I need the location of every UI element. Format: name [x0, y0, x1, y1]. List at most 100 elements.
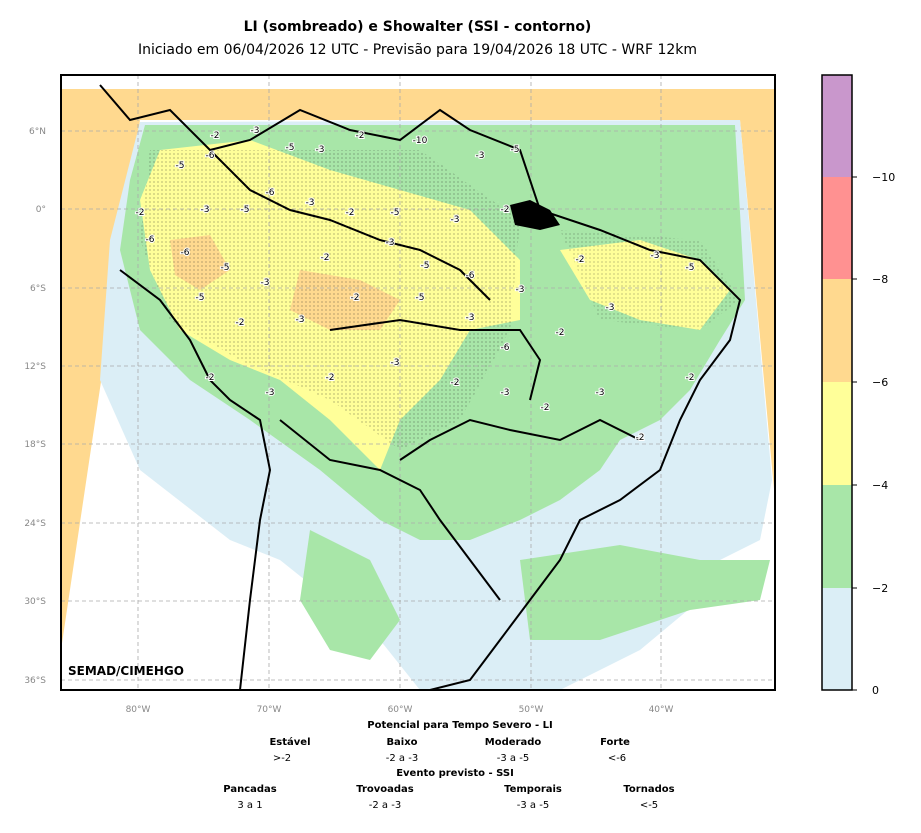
map-subtitle: Iniciado em 06/04/2026 12 UTC - Previsão…	[137, 42, 698, 58]
contour-label: -3	[251, 126, 260, 136]
graticule	[61, 75, 775, 690]
contour-label: -5	[241, 205, 250, 215]
lon-tick: 60°W	[388, 705, 413, 715]
contour-label: -2	[451, 378, 460, 388]
li-legend-value: <-6	[607, 753, 627, 764]
contour-label: -2	[501, 205, 510, 215]
contour-label: -2	[541, 403, 550, 413]
lat-axis: 6°N 0° 6°S 12°S 18°S 24°S 30°S 36°S	[24, 127, 46, 686]
contour-label: -6	[146, 235, 155, 245]
amazon-mouth	[510, 200, 560, 230]
map-area: -2 -3 -5 -6 -5 -3 -2 -10 -3 -5 -6 -2 -3 -5 -6 -3 -2 -5 -3 -…	[61, 75, 775, 690]
contour-label: -5	[176, 161, 185, 171]
contour-label: -2	[351, 293, 360, 303]
country-borders	[99, 84, 742, 690]
contour-label: -6	[501, 343, 510, 353]
li-legend-name: Moderado	[484, 737, 542, 748]
contour-label: -3	[316, 145, 325, 155]
contour-label: -2	[576, 255, 585, 265]
lat-tick: 6°N	[29, 127, 46, 137]
ssi-legend-name: Tornados	[623, 784, 675, 795]
contour-label: -3	[201, 205, 210, 215]
ssi-legend-value: -3 a -5	[516, 800, 550, 811]
li-legend-value: -2 a -3	[385, 753, 419, 764]
colorbar-tick: −6	[872, 376, 888, 389]
contour-label: -3	[606, 303, 615, 313]
contour-label: -3	[501, 388, 510, 398]
contour-label: -5	[196, 293, 205, 303]
ssi-stipple-east	[560, 230, 740, 330]
lat-tick: 0°	[36, 205, 46, 215]
contour-label: -5	[391, 208, 400, 218]
contour-label: -5	[686, 263, 695, 273]
lat-tick: 24°S	[24, 519, 46, 529]
ssi-legend-title: Evento previsto - SSI	[396, 768, 514, 779]
contour-label: -3	[476, 151, 485, 161]
contour-label: -3	[306, 198, 315, 208]
li-legend-name: Estável	[269, 737, 311, 748]
li-legend-value: -3 a -5	[496, 753, 530, 764]
credit-label: SEMAD/CIMEHGO	[68, 664, 184, 678]
colorbar: 0 −2 −4 −6 −8 −10	[821, 74, 895, 697]
lon-tick: 40°W	[649, 705, 674, 715]
contour-label: -2	[636, 433, 645, 443]
contour-label: -2	[206, 373, 215, 383]
contour-label: -3	[386, 238, 395, 248]
contour-label: -2	[326, 373, 335, 383]
contour-label: -3	[391, 358, 400, 368]
contour-label: -2	[356, 131, 365, 141]
contour-label: -3	[266, 388, 275, 398]
contour-label: -3	[261, 278, 270, 288]
contour-label: -2	[556, 328, 565, 338]
lat-tick: 30°S	[24, 597, 46, 607]
lat-tick: 18°S	[24, 440, 46, 450]
contour-label: -5	[511, 145, 520, 155]
contour-label: -3	[651, 251, 660, 261]
li-green-area-south	[300, 530, 400, 660]
colorbar-tick: −4	[872, 479, 888, 492]
lon-tick: 50°W	[519, 705, 544, 715]
colorbar-segment	[822, 588, 852, 690]
contour-label: -2	[236, 318, 245, 328]
contour-label: -3	[451, 215, 460, 225]
ssi-legend-value: <-5	[639, 800, 659, 811]
contour-label: -3	[596, 388, 605, 398]
ssi-legend-value: 3 a 1	[237, 800, 263, 811]
contour-label: -5	[221, 263, 230, 273]
ssi-stipple	[140, 150, 520, 450]
colorbar-segment	[822, 485, 852, 588]
lat-tick: 12°S	[24, 362, 46, 372]
lat-tick: 6°S	[30, 284, 46, 294]
ssi-contour-labels: -2 -3 -5 -6 -5 -3 -2 -10 -3 -5 -6 -2 -3 -5 -6 -3 -2 -5 -3 -…	[135, 125, 696, 444]
contour-label: -5	[416, 293, 425, 303]
li-legend-value: >-2	[272, 753, 292, 764]
li-legend-name: Baixo	[386, 737, 418, 748]
li-green-area-southeast	[520, 545, 770, 640]
li-legend-title: Potencial para Tempo Severo - LI	[367, 720, 553, 731]
ssi-legend-name: Pancadas	[223, 784, 277, 795]
contour-label: -10	[413, 136, 428, 146]
map-frame	[60, 74, 776, 691]
contour-label: -3	[516, 285, 525, 295]
colorbar-tick: −8	[872, 273, 888, 286]
colorbar-segment	[822, 279, 852, 382]
contour-label: -6	[466, 271, 475, 281]
contour-label: -3	[466, 313, 475, 323]
colorbar-tick: −10	[872, 171, 895, 184]
ssi-legend-name: Temporais	[504, 784, 562, 795]
contour-label: -5	[421, 261, 430, 271]
lat-tick: 36°S	[24, 676, 46, 686]
contour-label: -2	[686, 373, 695, 383]
lon-tick: 70°W	[257, 705, 282, 715]
contour-label: -6	[266, 188, 275, 198]
colorbar-segment	[822, 177, 852, 279]
contour-label: -2	[346, 208, 355, 218]
colorbar-segment	[822, 382, 852, 485]
contour-label: -5	[286, 143, 295, 153]
contour-label: -3	[296, 315, 305, 325]
lon-tick: 80°W	[126, 705, 151, 715]
contour-label: -2	[211, 131, 220, 141]
li-legend-name: Forte	[600, 737, 630, 748]
lon-axis: 80°W 70°W 60°W 50°W 40°W	[126, 705, 674, 715]
